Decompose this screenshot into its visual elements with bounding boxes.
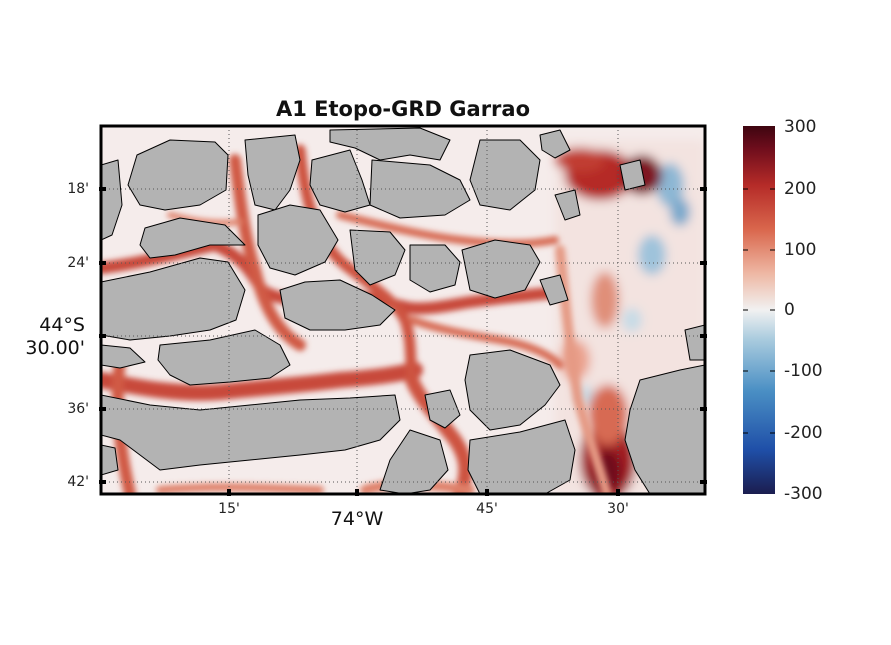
x-tick-label: 15' [218, 501, 240, 517]
y-tick-label: 42' [67, 474, 89, 490]
colorbar-tick-label: 300 [784, 117, 817, 137]
y-tick-label: 18' [67, 181, 89, 197]
colorbar-tick-label: -100 [784, 361, 823, 381]
map-frame [99, 124, 707, 496]
colorbar-tick-label: -200 [784, 423, 823, 443]
colorbar-tick-label: 0 [784, 300, 795, 320]
map-area [101, 126, 705, 494]
x-tick-label: 30' [607, 501, 629, 517]
frame-ticks [99, 187, 707, 496]
land-masses [101, 127, 705, 494]
colorbar-tick-label: -300 [784, 484, 823, 504]
y-tick-label: 36' [67, 401, 89, 417]
y-major-label-deg: 44°S [39, 314, 85, 336]
grid-lines [101, 126, 705, 494]
y-tick-label: 24' [67, 255, 89, 271]
map-title: A1 Etopo-GRD Garrao [275, 97, 531, 121]
colorbar-tick-label: 100 [784, 240, 817, 260]
x-major-label: 74°W [330, 508, 384, 530]
x-tick-label: 45' [476, 501, 498, 517]
colorbar-tick-label: 200 [784, 179, 817, 199]
colorbar-ticks [743, 188, 775, 434]
y-major-label: 44°S 30.00' [25, 314, 85, 360]
difference-field [555, 140, 705, 494]
colorbar [743, 126, 775, 494]
y-major-label-min: 30.00' [25, 337, 85, 359]
